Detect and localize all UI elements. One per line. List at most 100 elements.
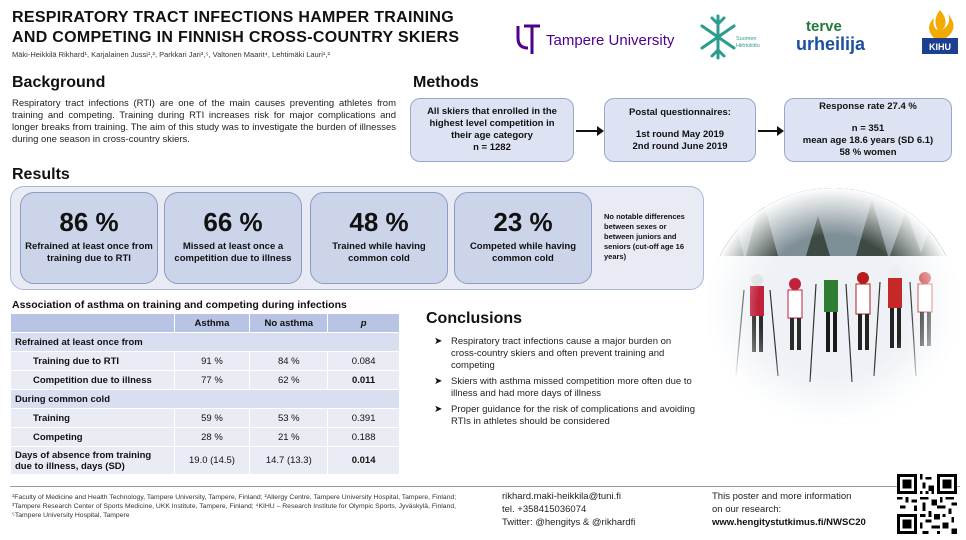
stat-card: 48 % Trained while having common cold	[310, 192, 448, 284]
kihu-flame-icon: KIHU	[922, 10, 958, 54]
results-heading: Results	[12, 166, 70, 183]
stat-label: Refrained at least once from training du…	[25, 241, 153, 264]
conclusions-heading: Conclusions	[426, 310, 523, 327]
table-title: Association of asthma on training and co…	[12, 299, 347, 311]
tampere-mark-icon	[516, 24, 540, 54]
table-header-cell: p	[327, 313, 400, 333]
list-item: ➤ Proper guidance for the risk of compli…	[434, 404, 696, 428]
table-header-cell: Asthma	[173, 313, 251, 333]
table-cell: 0.188	[327, 427, 400, 447]
table-cell: 0.014	[327, 446, 400, 475]
stat-value: 86 %	[59, 207, 119, 237]
table-cell: Training due to RTI	[10, 351, 175, 371]
qr-code[interactable]	[897, 474, 957, 534]
skiers-photo	[706, 186, 960, 426]
table-row: Training due to RTI 91 % 84 % 0.084	[10, 351, 400, 371]
table-row: Training 59 % 53 % 0.391	[10, 408, 400, 428]
conclusions-list: ➤ Respiratory tract infections cause a m…	[434, 336, 696, 432]
methods-line: 2nd round June 2019	[632, 141, 728, 152]
chevron-right-icon: ➤	[434, 336, 443, 347]
terve-logo-text: terve	[806, 18, 842, 35]
flow-arrow	[576, 126, 604, 136]
table-cell: 0.011	[327, 370, 400, 390]
table-cell: 91 %	[173, 351, 251, 371]
methods-box-population: All skiers that enrolled in the highest …	[410, 98, 574, 162]
stat-card: 66 % Missed at least once a competition …	[164, 192, 302, 284]
table-cell: 28 %	[173, 427, 251, 447]
kihu-logo: KIHU	[916, 8, 964, 58]
hiihtoliitto-logo: Suomen Hiihtoliitto	[700, 12, 770, 68]
results-note: No notable differences between sexes or …	[604, 212, 685, 261]
methods-line: 1st round May 2019	[635, 129, 725, 140]
more-info: This poster and more information on our …	[712, 490, 866, 529]
table-cell: 14.7 (13.3)	[249, 446, 329, 475]
stat-value: 23 %	[493, 207, 553, 237]
snowflake-icon	[700, 14, 736, 60]
kihu-logo-text: KIHU	[929, 42, 951, 52]
methods-line: 58 % women	[839, 147, 897, 158]
chevron-right-icon: ➤	[434, 404, 443, 415]
author-list: Mäki-Heikkilä Rikhard¹, Karjalainen Juss…	[12, 50, 330, 59]
research-url-link[interactable]: www.hengitystutkimus.fi/NWSC20	[712, 517, 866, 528]
stat-label: Trained while having common cold	[332, 241, 426, 264]
conclusion-text: Skiers with asthma missed competition mo…	[451, 376, 692, 399]
table-group-row: During common cold	[10, 389, 400, 409]
methods-box-response: Response rate 27.4 % n = 351 mean age 18…	[784, 98, 952, 162]
background-heading: Background	[12, 74, 106, 91]
table-cell: 19.0 (14.5)	[173, 446, 251, 475]
table-cell: 62 %	[249, 370, 329, 390]
methods-line: mean age 18.6 years (SD 6.1)	[802, 135, 934, 146]
conclusion-text: Proper guidance for the risk of complica…	[451, 404, 695, 427]
table-cell: 0.391	[327, 408, 400, 428]
twitter-handles: Twitter: @hengitys & @rikhardfi	[502, 517, 636, 528]
contact-info: rikhard.maki-heikkila@tuni.fi tel. +3584…	[502, 490, 635, 529]
table-header-cell: No asthma	[249, 313, 329, 333]
tampere-logo-text: Tampere University	[546, 32, 675, 49]
methods-line: highest level competition in	[429, 118, 555, 129]
methods-box-questionnaire: Postal questionnaires: 1st round May 201…	[604, 98, 756, 162]
methods-line: Response rate 27.4 %	[819, 101, 917, 112]
table-cell: 59 %	[173, 408, 251, 428]
table-cell: 21 %	[249, 427, 329, 447]
table-row: Days of absence from training due to ill…	[10, 446, 400, 475]
tampere-university-logo: Tampere University	[514, 20, 684, 60]
footer-divider	[10, 486, 960, 487]
methods-line: All skiers that enrolled in the	[427, 106, 557, 117]
poster-title: RESPIRATORY TRACT INFECTIONS HAMPER TRAI…	[12, 9, 460, 46]
stat-value: 48 %	[349, 207, 409, 237]
conclusion-text: Respiratory tract infections cause a maj…	[451, 336, 672, 371]
table-cell: Training	[10, 408, 175, 428]
table-group-label: During common cold	[10, 389, 400, 409]
stat-card: 86 % Refrained at least once from traini…	[20, 192, 158, 284]
table-cell: Competing	[10, 427, 175, 447]
more-info-line: on our research:	[712, 504, 782, 515]
table-group-label: Refrained at least once from	[10, 332, 400, 352]
stat-label: Missed at least once a competition due t…	[174, 241, 292, 264]
table-header-cell	[10, 313, 175, 333]
table-cell: 0.084	[327, 351, 400, 371]
table-cell: 84 %	[249, 351, 329, 371]
table-cell: Days of absence from training due to ill…	[10, 446, 175, 475]
chevron-right-icon: ➤	[434, 376, 443, 387]
terve-urheilija-logo: terve urheilija	[792, 18, 882, 60]
table-cell: 53 %	[249, 408, 329, 428]
hiihtoliitto-logo-text: Suomen Hiihtoliitto	[736, 36, 760, 49]
table-row: Competition due to illness 77 % 62 % 0.0…	[10, 370, 400, 390]
methods-spacer	[785, 113, 951, 123]
table-cell: Competition due to illness	[10, 370, 175, 390]
table-cell: 77 %	[173, 370, 251, 390]
table-header-row: Asthma No asthma p	[10, 313, 400, 333]
methods-heading: Methods	[413, 74, 479, 91]
methods-line: n = 1282	[473, 142, 511, 153]
background-text: Respiratory tract infections (RTI) are o…	[12, 98, 396, 145]
methods-line: their age category	[451, 130, 533, 141]
email-link[interactable]: rikhard.maki-heikkila@tuni.fi	[502, 491, 621, 502]
phone-number: tel. +358415036074	[502, 504, 587, 515]
table-group-row: Refrained at least once from	[10, 332, 400, 352]
affiliations: ¹Faculty of Medicine and Health Technolo…	[12, 494, 457, 519]
methods-spacer	[605, 119, 755, 129]
urheilija-logo-text: urheilija	[796, 34, 866, 54]
list-item: ➤ Skiers with asthma missed competition …	[434, 376, 696, 400]
flow-arrow	[758, 126, 784, 136]
stat-label: Competed while having common cold	[469, 241, 577, 264]
